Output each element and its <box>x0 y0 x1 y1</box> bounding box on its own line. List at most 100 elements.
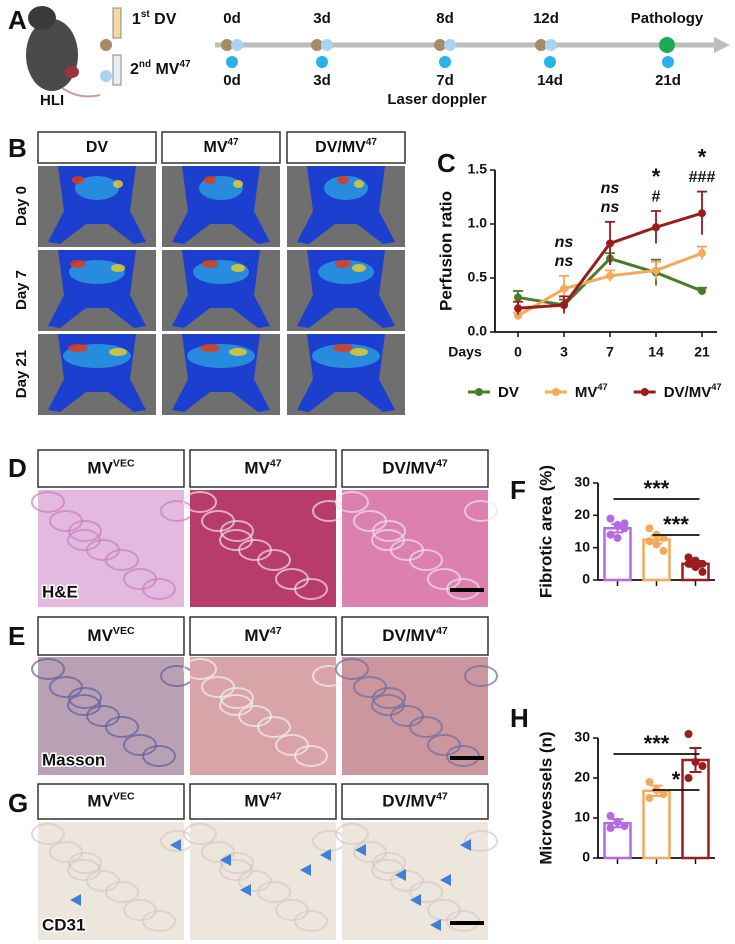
x-tick-label: 21 <box>694 344 710 360</box>
superscript: VEC <box>113 625 135 637</box>
text-part: DV/MV <box>664 384 712 401</box>
timepoint-label: 0d <box>223 10 241 27</box>
tissue-texture <box>335 823 369 845</box>
data-point <box>684 559 693 568</box>
text-part: 2 <box>130 61 139 78</box>
column-header: MV47 <box>244 625 281 646</box>
significance-label: *** <box>663 512 689 537</box>
data-point <box>613 818 622 826</box>
perfusion-body <box>297 166 395 244</box>
arrowhead <box>460 839 471 851</box>
column-header: MV47 <box>203 137 239 156</box>
column-header: MV47 <box>244 457 281 478</box>
syringe <box>112 7 122 39</box>
panel-letter: H <box>510 703 529 733</box>
arrowhead <box>410 894 421 906</box>
data-point <box>620 822 629 830</box>
tissue-texture <box>201 510 235 532</box>
data-point <box>606 824 615 832</box>
tissue-texture <box>238 705 272 727</box>
tissue-texture <box>201 676 235 698</box>
data-point <box>620 519 629 528</box>
doppler-dot <box>316 56 328 68</box>
timepoint-label: 3d <box>313 72 331 89</box>
arrowhead <box>240 884 251 896</box>
tissue-texture <box>68 852 102 874</box>
stain-label: Masson <box>42 750 105 769</box>
perfusion-hot <box>193 260 249 284</box>
perfusion-hot <box>233 180 243 188</box>
data-point <box>613 533 622 542</box>
significance-label: ns <box>601 180 620 197</box>
superscript: 47 <box>270 625 282 637</box>
series-point <box>652 266 660 275</box>
perfusion-hot <box>70 260 86 268</box>
data-point <box>659 790 668 798</box>
data-point <box>684 774 693 782</box>
perfusion-hot <box>354 180 364 188</box>
column-header: DV <box>86 139 109 156</box>
legend-label: MV47 <box>575 382 608 401</box>
arrowhead <box>300 864 311 876</box>
syringe <box>112 54 122 86</box>
tissue-texture <box>371 529 405 551</box>
y-tick-label: 10 <box>574 809 590 825</box>
y-tick-label: 1.5 <box>468 161 488 177</box>
timepoint-label: 8d <box>436 10 454 27</box>
tissue-texture <box>183 658 217 680</box>
tissue-texture <box>219 694 253 716</box>
data-point <box>684 730 693 738</box>
tissue-texture <box>105 881 139 903</box>
tissue-texture <box>294 745 328 767</box>
perfusion-hot <box>333 344 353 352</box>
mv-dot <box>231 39 243 51</box>
perfusion-hot <box>113 180 123 188</box>
stain-label: CD31 <box>42 915 85 934</box>
header-box <box>37 449 185 488</box>
pathology-dot <box>659 37 675 53</box>
dv-dot <box>311 39 323 51</box>
series-point <box>698 249 706 258</box>
y-axis-label: Microvessels (n) <box>536 731 555 864</box>
header-box <box>189 449 337 488</box>
series-point <box>560 284 568 293</box>
perfusion-hot <box>231 264 245 272</box>
tissue-texture <box>275 899 309 921</box>
tissue-texture <box>123 734 157 756</box>
tissue-texture <box>105 716 139 738</box>
tissue-texture <box>219 529 253 551</box>
tissue-texture <box>371 859 405 881</box>
significance-label: ns <box>601 199 620 216</box>
data-point <box>606 530 615 539</box>
tissue-texture <box>409 716 443 738</box>
tissue-texture <box>427 899 461 921</box>
arrowhead <box>430 919 441 931</box>
column-header: MVVEC <box>87 790 135 811</box>
perfusion-hot <box>352 264 366 272</box>
tissue-texture <box>67 694 101 716</box>
legend-marker <box>640 388 649 396</box>
superscript: 47 <box>436 457 448 469</box>
tissue-texture <box>49 841 83 863</box>
text-part: MV <box>203 139 227 156</box>
tissue-texture <box>31 658 65 680</box>
tissue-texture <box>335 491 369 513</box>
superscript: 47 <box>436 625 448 637</box>
text-part: DV/MV <box>315 139 366 156</box>
data-point <box>645 794 654 802</box>
mouse-body <box>26 19 78 91</box>
dv-dot <box>434 39 446 51</box>
data-point <box>645 524 654 533</box>
header-box <box>286 131 406 164</box>
tissue-texture <box>464 500 498 522</box>
column-header: DV/MV47 <box>382 790 448 811</box>
header-box <box>341 783 489 820</box>
y-tick-label: 1.0 <box>468 215 488 231</box>
series-point <box>606 271 614 280</box>
text-part: DV <box>150 11 177 28</box>
significance-label: * <box>672 767 681 792</box>
tissue-texture <box>67 859 101 881</box>
tissue-texture <box>68 687 102 709</box>
y-axis-label: Fibrotic area (%) <box>536 465 555 598</box>
series-point <box>698 286 706 295</box>
